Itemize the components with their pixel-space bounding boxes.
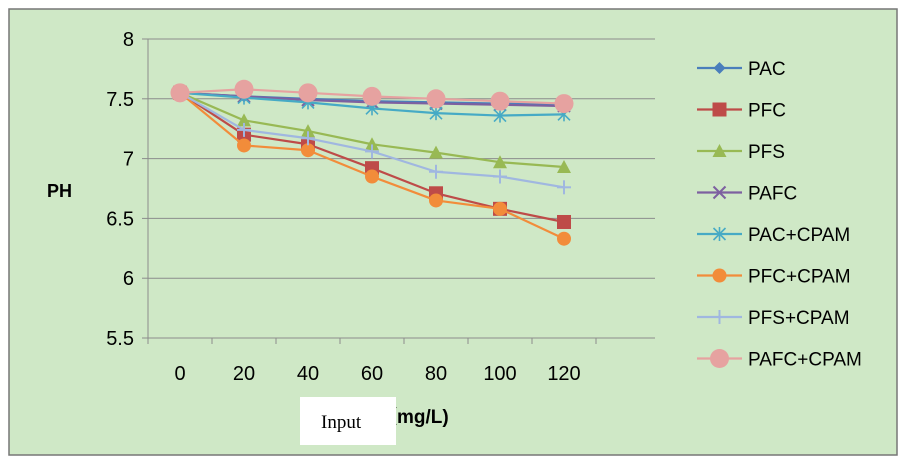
legend-label: PAFC+CPAM <box>748 350 862 371</box>
chart-background <box>8 8 898 456</box>
legend-marker <box>710 349 729 368</box>
legend-item: PAFC <box>697 184 797 205</box>
data-point <box>301 143 315 158</box>
x-axis-ticks: 0 20 40 60 80 100 120 <box>174 363 580 385</box>
legend-item: PAC+CPAM <box>697 225 850 246</box>
data-point <box>234 79 254 99</box>
y-axis-ticks: 5.5 6 6.5 7 7.5 8 <box>106 29 134 350</box>
data-point <box>554 94 574 114</box>
data-point <box>557 159 571 173</box>
input-overlay-box: Input <box>300 397 396 445</box>
x-tick-label: 0 <box>174 363 185 385</box>
legend-marker <box>713 62 726 74</box>
input-overlay-label: Input <box>321 412 362 433</box>
legend-item: PAC <box>697 59 786 80</box>
x-tick-label: 120 <box>547 363 580 385</box>
data-point <box>365 137 379 151</box>
data-point <box>429 164 443 179</box>
series-lines <box>170 79 574 246</box>
data-point <box>557 231 571 246</box>
data-point <box>237 138 251 153</box>
legend-label: PAFC <box>748 184 797 205</box>
x-tick-label: 80 <box>425 363 447 385</box>
data-point <box>365 144 379 159</box>
legend-label: PFC <box>748 101 786 122</box>
legend-item: PFC <box>697 101 786 122</box>
input-overlay-background <box>300 397 396 445</box>
legend-marker <box>712 227 727 241</box>
legend-marker <box>712 144 727 157</box>
legend-marker <box>712 310 727 324</box>
data-point <box>365 169 379 184</box>
data-point <box>362 86 382 106</box>
data-point <box>493 108 507 123</box>
x-tick-label: 20 <box>233 363 255 385</box>
data-point <box>429 106 443 121</box>
data-point <box>301 124 315 138</box>
series-pafc-plus-cpam <box>170 79 574 114</box>
legend-marker <box>712 102 727 117</box>
legend-label: PAC <box>748 59 786 80</box>
legend-label: PFC+CPAM <box>748 267 851 288</box>
data-point <box>237 122 251 137</box>
x-tick-label: 100 <box>483 363 516 385</box>
data-point <box>493 155 507 169</box>
legend-item: PFS <box>697 142 785 163</box>
legend-item: PAFC+CPAM <box>697 349 862 371</box>
legend-label: PAC+CPAM <box>748 225 850 246</box>
data-point <box>301 131 315 146</box>
data-point <box>426 89 446 109</box>
axes <box>142 38 655 344</box>
y-tick-label: 7 <box>123 149 134 171</box>
legend-item: PFC+CPAM <box>697 267 851 288</box>
data-point <box>429 145 443 159</box>
series-pfc-plus-cpam <box>173 85 571 246</box>
y-tick-label: 5.5 <box>106 328 134 350</box>
data-point <box>493 169 507 184</box>
x-tick-label: 60 <box>361 363 383 385</box>
data-point <box>557 214 571 229</box>
data-point <box>557 180 571 195</box>
legend-label: PFS+CPAM <box>748 308 850 329</box>
data-point <box>429 193 443 208</box>
y-tick-label: 8 <box>123 29 134 51</box>
y-axis-label: PH <box>47 181 72 201</box>
data-point <box>237 113 251 127</box>
y-tick-label: 6 <box>123 268 134 290</box>
data-point <box>493 201 507 216</box>
y-tick-label: 6.5 <box>106 208 134 230</box>
data-point <box>170 83 190 103</box>
legend-item: PFS+CPAM <box>697 308 850 329</box>
legend-label: PFS <box>748 142 785 163</box>
data-point <box>298 83 318 103</box>
legend-marker <box>712 185 727 200</box>
y-tick-label: 7.5 <box>106 89 134 111</box>
data-point <box>490 91 510 111</box>
x-tick-label: 40 <box>297 363 319 385</box>
legend-marker <box>712 268 727 283</box>
series-pfs-plus-cpam <box>173 85 571 195</box>
legend: PAC PFC PFS PAFC PAC+CPAM PFC+CPAM PFS+CPAM PAF… <box>697 59 862 371</box>
